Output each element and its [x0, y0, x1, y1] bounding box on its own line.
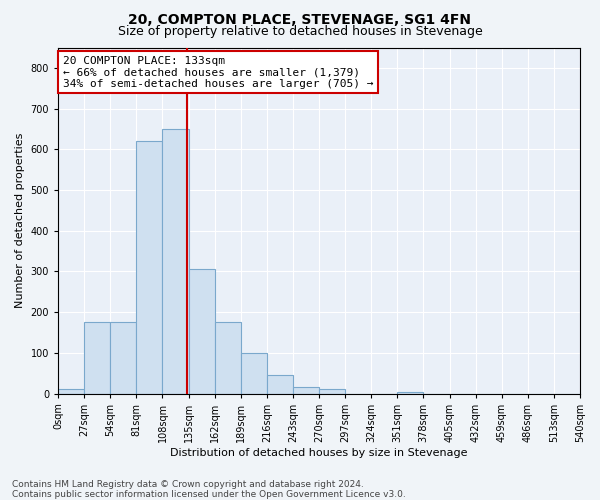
Text: Contains HM Land Registry data © Crown copyright and database right 2024.
Contai: Contains HM Land Registry data © Crown c… [12, 480, 406, 499]
Bar [110, 322, 136, 394]
Bar [215, 322, 241, 394]
Bar [58, 390, 84, 394]
Bar [267, 375, 293, 394]
Bar [293, 388, 319, 394]
Bar [241, 353, 267, 394]
Bar [163, 129, 188, 394]
Bar [397, 392, 424, 394]
Text: 20 COMPTON PLACE: 133sqm
← 66% of detached houses are smaller (1,379)
34% of sem: 20 COMPTON PLACE: 133sqm ← 66% of detach… [63, 56, 373, 89]
Text: 20, COMPTON PLACE, STEVENAGE, SG1 4FN: 20, COMPTON PLACE, STEVENAGE, SG1 4FN [128, 12, 472, 26]
Bar [136, 141, 163, 394]
X-axis label: Distribution of detached houses by size in Stevenage: Distribution of detached houses by size … [170, 448, 468, 458]
Bar [188, 270, 215, 394]
Y-axis label: Number of detached properties: Number of detached properties [15, 133, 25, 308]
Text: Size of property relative to detached houses in Stevenage: Size of property relative to detached ho… [118, 25, 482, 38]
Bar [84, 322, 110, 394]
Bar [319, 390, 345, 394]
